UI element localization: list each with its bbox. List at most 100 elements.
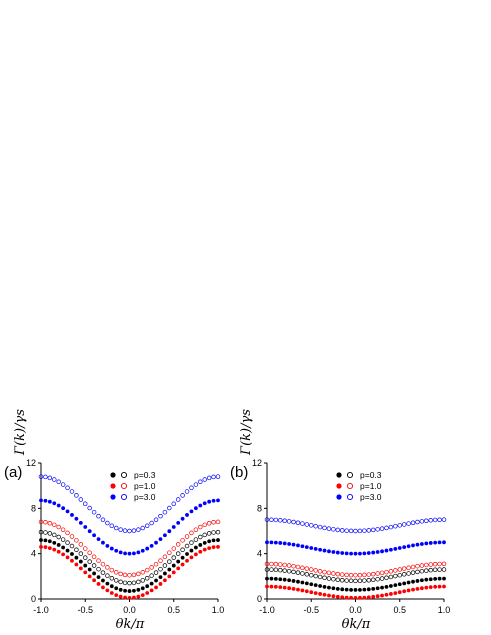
data-point	[131, 528, 137, 533]
data-point	[410, 564, 416, 570]
legend: p=0.3 p=1.0 p=3.0	[336, 470, 382, 502]
data-point	[265, 584, 269, 589]
data-point	[109, 523, 115, 529]
data-point	[291, 542, 296, 547]
data-point	[65, 555, 70, 560]
data-point	[91, 563, 97, 568]
data-point	[433, 584, 438, 589]
data-point	[122, 572, 128, 578]
data-point	[87, 567, 92, 572]
data-point	[171, 555, 177, 560]
data-point	[291, 563, 296, 569]
data-point	[118, 594, 123, 599]
data-point	[206, 531, 212, 536]
data-point	[286, 568, 292, 574]
data-point	[163, 578, 167, 583]
data-points	[38, 474, 221, 600]
data-point	[60, 527, 66, 532]
legend-marker-filled	[110, 472, 116, 478]
data-point	[384, 584, 389, 589]
data-point	[357, 528, 363, 534]
data-point	[380, 585, 384, 590]
data-point	[122, 580, 128, 586]
data-point	[366, 551, 371, 555]
legend-marker-open	[346, 493, 354, 501]
data-point	[109, 591, 114, 595]
data-point	[313, 573, 318, 579]
data-point	[340, 587, 345, 592]
data-point	[339, 528, 345, 533]
data-point	[437, 517, 442, 522]
data-point	[78, 497, 84, 502]
data-point	[70, 552, 74, 556]
data-point	[189, 485, 194, 491]
data-point	[100, 561, 106, 567]
data-point	[291, 579, 296, 583]
data-point	[185, 513, 189, 517]
data-point	[47, 499, 52, 504]
data-point	[273, 517, 279, 523]
x-tick-label: -1.0	[33, 605, 49, 615]
data-point	[105, 543, 110, 548]
data-point	[175, 497, 181, 502]
data-point	[65, 548, 70, 553]
data-point	[269, 517, 274, 522]
data-point	[265, 540, 269, 545]
data-point	[202, 522, 207, 528]
data-point	[145, 591, 150, 595]
data-point	[202, 547, 207, 552]
data-point	[411, 543, 415, 548]
data-point	[211, 545, 216, 550]
data-point	[349, 551, 353, 556]
legend-marker-filled	[110, 494, 116, 500]
data-point	[357, 572, 363, 578]
data-point	[96, 558, 101, 563]
data-point	[105, 573, 110, 578]
data-point	[366, 595, 371, 600]
legend-marker-filled	[336, 472, 342, 478]
data-point	[43, 538, 48, 543]
data-point	[38, 529, 44, 535]
data-point	[269, 576, 274, 581]
data-point	[264, 561, 270, 567]
data-point	[393, 573, 398, 579]
data-point	[60, 482, 66, 487]
data-point	[300, 565, 305, 571]
data-point	[410, 570, 416, 575]
data-point	[87, 550, 92, 555]
data-point	[113, 525, 119, 531]
data-point	[185, 558, 189, 563]
data-point	[131, 580, 137, 586]
data-point	[282, 577, 287, 582]
panel-label: (b)	[230, 464, 248, 481]
data-point	[193, 552, 198, 557]
x-tick-label: 1.0	[212, 605, 225, 615]
data-point	[136, 587, 141, 592]
data-point	[424, 562, 429, 568]
data-point	[153, 517, 159, 523]
data-point	[353, 528, 358, 534]
data-point	[264, 517, 270, 522]
data-point	[339, 572, 345, 577]
data-point	[114, 586, 119, 591]
data-point	[397, 590, 402, 595]
data-point	[269, 584, 274, 589]
data-point	[149, 520, 154, 526]
data-point	[331, 594, 336, 599]
legend-label: p=1.0	[134, 481, 156, 491]
data-point	[118, 550, 123, 555]
data-point	[441, 517, 447, 522]
data-point	[362, 578, 367, 583]
data-point	[322, 525, 327, 531]
data-point	[162, 563, 168, 568]
data-point	[127, 589, 132, 593]
data-point	[401, 566, 407, 571]
data-point	[393, 546, 398, 551]
data-point	[326, 570, 332, 576]
x-tick-label: 1.0	[438, 605, 451, 615]
data-point	[335, 571, 341, 577]
data-point	[43, 530, 48, 535]
y-tick-label: 0	[31, 594, 36, 604]
data-point	[273, 584, 278, 589]
data-point	[353, 588, 358, 592]
